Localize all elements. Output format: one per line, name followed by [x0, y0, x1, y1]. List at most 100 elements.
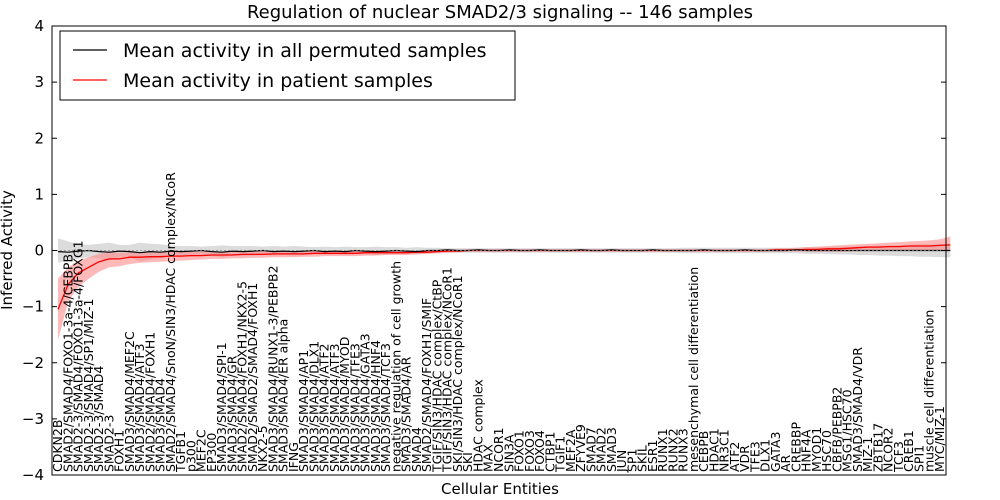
entity-label: NKX2-5: [255, 425, 270, 472]
entity-label: ESR1: [645, 440, 660, 472]
entity-label: negative regulation of cell growth: [388, 261, 403, 472]
x-axis-label: Cellular Entities: [441, 480, 559, 498]
entity-label: RUNX1: [655, 428, 670, 472]
entity-label: HDAC1: [706, 428, 721, 472]
entity-label: SMAD2/SMAD4/FOXH1/SMIF: [419, 298, 434, 472]
entity-label: TCF3: [891, 441, 906, 473]
entity-label: SMAD2/SMAD4/FOXH1/NKX2-5: [235, 281, 250, 472]
y-tick-label: 1: [34, 185, 44, 203]
axes: −4 −3 −2 −1 0 1 2 3 4: [22, 17, 947, 484]
entity-label: SMAD7: [583, 427, 598, 472]
entity-label: SMAD4: [409, 427, 424, 472]
entity-label: IFNG: [286, 442, 301, 472]
entity-label: SKI: [460, 452, 475, 472]
legend-label-patient: Mean activity in patient samples: [123, 70, 433, 92]
entity-label: SMAD2-3: [101, 415, 116, 472]
chart-title: Regulation of nuclear SMAD2/3 signaling …: [247, 2, 753, 23]
entity-label: SMAD3/SMAD4/ATF2: [317, 344, 332, 472]
entity-label: CTBP1: [542, 432, 557, 472]
entity-label: TGFB1: [173, 431, 188, 473]
legend-label-permuted: Mean activity in all permuted samples: [123, 40, 486, 62]
y-tick-label: −2: [22, 354, 44, 372]
entity-label: TFE3: [747, 441, 762, 473]
entity-label: SMAD2-3/SMAD4/FOXO1-3a-4/FOXG1: [71, 240, 86, 472]
entity-label: HSC70: [819, 430, 834, 472]
entity-label: ZFYVE9: [573, 424, 588, 472]
entity-label: SMAD3/SMAD4: [153, 378, 168, 472]
entity-label: TGIF/SIN3/HDAC complex/CtBP: [430, 279, 445, 473]
entity-label: SMAD2: [594, 427, 609, 472]
entity-label: SMAD2-3/SMAD4: [91, 366, 106, 472]
entity-label: muscle cell differentiation: [922, 310, 937, 472]
entity-label: SMAD2/SMAD4/SnoN/SIN3/HDAC complex/NCoR: [163, 172, 178, 472]
entity-label: MIZ-1: [860, 437, 875, 472]
entity-label: CREB1: [901, 430, 916, 472]
entity-label: MYC/MIZ-1: [932, 406, 947, 472]
entity-label: TGIF1: [553, 436, 568, 473]
legend: Mean activity in all permuted samples Me…: [59, 30, 516, 101]
entity-label: p300: [183, 440, 198, 472]
entity-label: VDR: [737, 445, 752, 472]
series-lines: [52, 244, 951, 310]
entity-labels: CDKN2BSMAD2/SMAD4/FOXO1-3a-4/CEBPBSMAD2-…: [50, 172, 947, 473]
entity-label: CEBPB: [696, 431, 711, 472]
entity-label: SMAD3: [604, 427, 619, 472]
entity-label: SMAD3/SMAD4/SPI-1: [214, 342, 229, 472]
entity-label: NCOR2: [881, 427, 896, 472]
entity-label: HNF4A: [799, 429, 814, 472]
entity-label: EP300: [204, 433, 219, 472]
y-tick-label: 4: [34, 17, 44, 35]
entity-label: CDKN2B: [50, 420, 65, 472]
entity-label: SMAD3/SMAD4/MYOD: [337, 337, 352, 472]
entity-label: SMAD3/SMAD4/ER alpha: [276, 319, 291, 472]
entity-label: SMAD2/SMAD2/SMAD4/FOXH1: [245, 283, 260, 472]
entity-label: SMAD3/SMAD4/DLX1: [306, 341, 321, 472]
entity-label: FOXO1: [512, 430, 527, 472]
entity-label: SMAD3/SMAD4/VDR: [850, 347, 865, 472]
entity-label: TGIF/SIN3/HDAC complex/NCoR1: [440, 267, 455, 473]
entity-label: SMAD2/SMAD4/FOXO1-3a-4/CEBPB: [60, 254, 75, 472]
confidence-bands: [58, 236, 951, 341]
entity-label: mesenchymal cell differentiation: [686, 267, 701, 472]
entity-label: AR: [778, 454, 793, 472]
entity-label: SMAD3/SMAD4/RUNX1-3/PEBPB2: [265, 265, 280, 472]
entity-label: SMAD3/SMAD4/MEF2C: [122, 331, 137, 472]
legend-box: [59, 30, 516, 101]
entity-label: SMAD3/SMAD4/HNF4: [368, 340, 383, 472]
entity-label: DLX1: [758, 439, 773, 472]
entity-label: RUNX2: [665, 428, 680, 472]
entity-label: SMAD3/SMAD4/AP1: [296, 350, 311, 472]
y-tick-label: −1: [22, 298, 44, 316]
entity-label: CREBBP: [788, 422, 803, 472]
y-tick-label: −4: [22, 466, 44, 484]
entity-label: MAX: [481, 444, 496, 472]
y-axis-label: Inferred Activity: [0, 190, 16, 310]
entity-label: SP1: [624, 449, 639, 472]
entity-label: MYOD1: [809, 427, 824, 472]
entity-label: ATF2: [727, 442, 742, 472]
entity-label: SKIL: [635, 445, 650, 472]
entity-label: MEF2C: [194, 429, 209, 472]
entity-label: SMAD2/SMAD4/FOXH1: [142, 332, 157, 472]
y-tick-label: 3: [34, 73, 44, 91]
entity-label: FOXO3: [522, 430, 537, 472]
entity-label: NR3C1: [717, 429, 732, 472]
entity-label: SIN3A: [501, 434, 516, 472]
entity-label: HDAC complex: [471, 379, 486, 472]
entity-label: JUN: [614, 450, 629, 473]
entity-label: FOXH1: [112, 430, 127, 472]
entity-label: CBFB/PEBPB2: [829, 387, 844, 472]
entity-label: SPI1: [912, 445, 927, 472]
entity-label: SMAD3/SMAD4/ATF3: [327, 344, 342, 472]
entity-label: MSG1/HSC70: [840, 389, 855, 472]
entity-label: SMAD3/SMAD4/GR: [224, 355, 239, 472]
y-tick-label: 2: [34, 129, 44, 147]
entity-label: SMAD3/SMAD4/GATA3: [358, 333, 373, 472]
entity-label: SMAD3/SMAD4/ATF3: [132, 344, 147, 472]
entity-label: MEF2A: [563, 429, 578, 472]
entity-label: SMAD3/SMAD4/TFE3: [347, 343, 362, 472]
y-tick-label: −3: [22, 410, 44, 428]
entity-label: GATA3: [768, 432, 783, 472]
entity-label: ZBTB17: [871, 423, 886, 472]
entity-label: SKI/SIN3/HDAC complex/NCoR1: [450, 275, 465, 472]
